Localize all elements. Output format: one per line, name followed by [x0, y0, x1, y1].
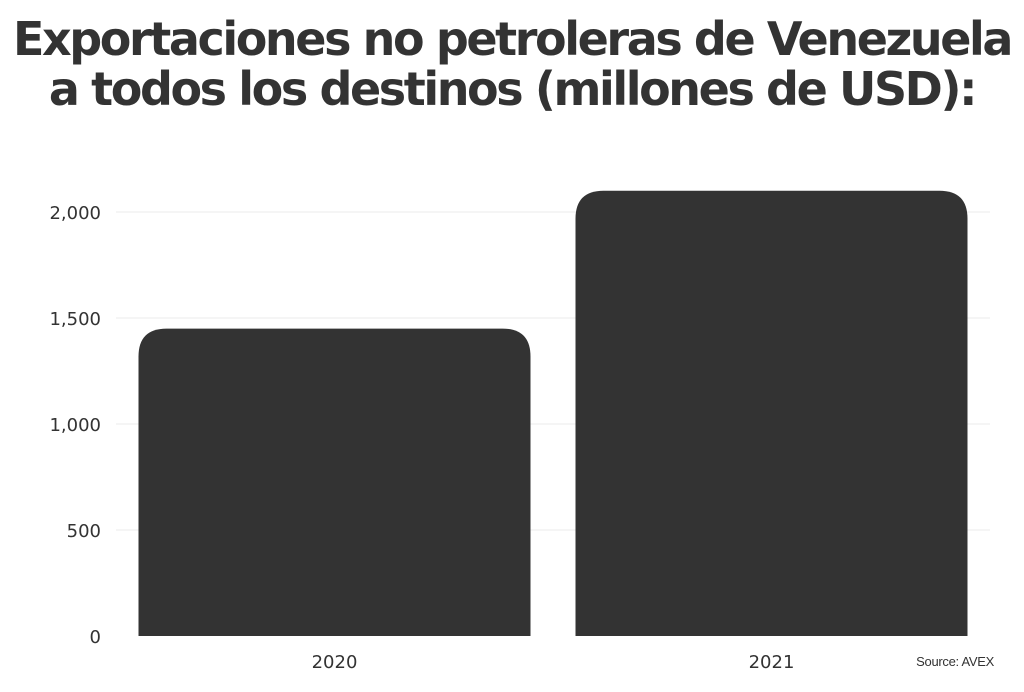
y-tick-label: 500 [67, 521, 101, 542]
bars [138, 190, 968, 637]
x-tick-label: 2020 [312, 652, 358, 673]
y-tick-label: 1,500 [49, 309, 101, 330]
bar-2021 [575, 190, 968, 637]
source-note: Source: AVEX [916, 654, 994, 669]
x-tick-label: 2021 [749, 652, 795, 673]
bar-2020 [138, 328, 531, 636]
y-tick-label: 2,000 [49, 203, 101, 224]
chart-title: Exportaciones no petroleras de Venezuela… [12, 12, 1013, 116]
x-axis-ticks: 2020 2021 [312, 652, 795, 673]
y-axis-ticks: 0 500 1,000 1,500 2,000 [49, 203, 101, 648]
y-tick-label: 0 [90, 627, 101, 648]
y-tick-label: 1,000 [49, 415, 101, 436]
